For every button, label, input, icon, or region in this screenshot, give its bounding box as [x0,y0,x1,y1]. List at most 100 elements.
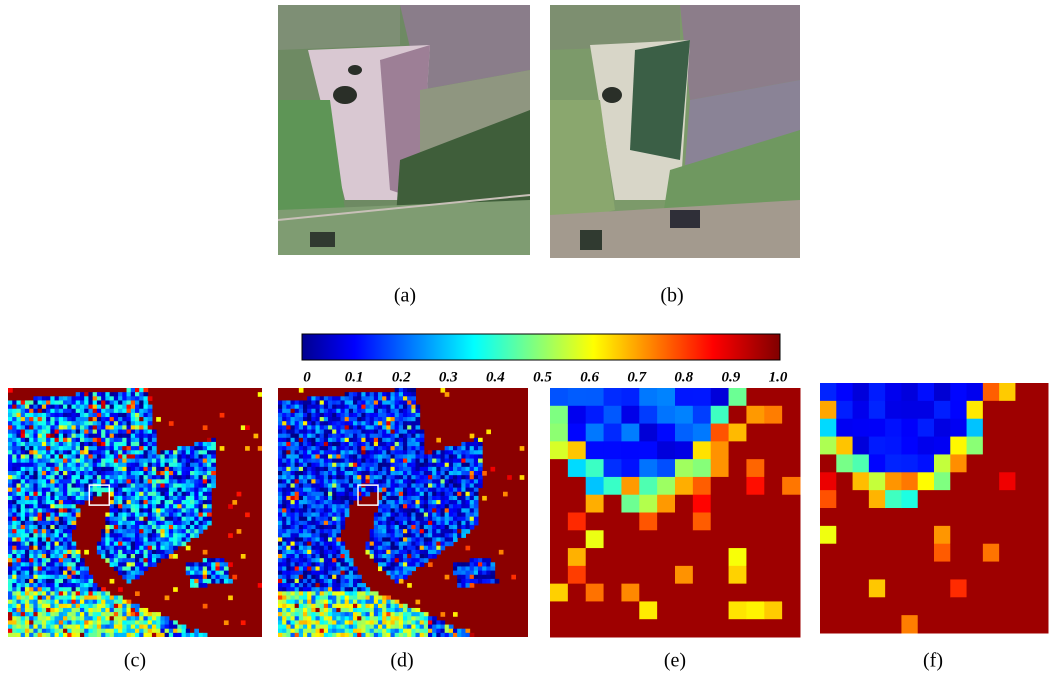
pixel [122,542,127,547]
pixel [127,517,132,522]
pixel [675,584,693,602]
pixel [118,430,123,435]
pixel [33,591,38,596]
pixel [139,409,144,414]
pixel [332,500,337,505]
pixel [80,571,85,576]
pixel [453,571,458,576]
pixel [999,454,1016,472]
pixel [110,475,115,480]
pixel [604,584,622,602]
pixel [131,434,136,439]
pixel [349,454,354,459]
pixel [836,597,853,615]
pixel [46,504,51,509]
pixel [16,446,21,451]
pixel [21,629,26,634]
pixel [370,612,375,617]
pixel [357,625,362,630]
pixel [478,459,483,464]
pixel [114,479,119,484]
pixel [33,463,38,468]
pixel [29,430,34,435]
pixel [93,430,98,435]
pixel [139,554,144,559]
pixel [278,620,283,625]
pixel [353,442,358,447]
pixel [316,454,321,459]
pixel [341,579,346,584]
pixel [416,475,421,480]
pixel [8,417,13,422]
pixel [395,430,400,435]
pixel [357,479,362,484]
pixel [182,517,187,522]
pixel [836,579,853,597]
pixel [203,471,208,476]
pixel [432,508,437,513]
pixel [820,615,837,633]
pixel [391,479,396,484]
pixel [411,479,416,484]
pixel [16,500,21,505]
pixel [8,620,13,625]
pixel [291,413,296,418]
pixel [332,558,337,563]
pixel [88,608,93,613]
pixel [366,488,371,493]
pixel [8,583,13,588]
pixel [303,612,308,617]
pixel [378,554,383,559]
pixel [295,537,300,542]
pixel [110,459,115,464]
pixel [173,554,178,559]
pixel [853,383,870,401]
pixel [12,633,17,638]
pixel [441,467,446,472]
pixel [399,450,404,455]
pixel [286,409,291,414]
pixel [345,558,350,563]
pixel [286,579,291,584]
pixel [382,400,387,405]
pixel [131,421,136,426]
pixel [291,430,296,435]
pixel [378,542,383,547]
pixel [118,625,123,630]
pixel [453,537,458,542]
pixel [1032,437,1049,455]
pixel [190,521,195,526]
pixel [303,537,308,542]
pixel [470,579,475,584]
pixel [746,388,764,406]
pixel [853,597,870,615]
pixel [12,421,17,426]
pixel [152,438,157,443]
pixel [436,479,441,484]
pixel [869,597,886,615]
pixel [869,544,886,562]
pixel [42,396,47,401]
pixel [357,600,362,605]
pixel [286,446,291,451]
pixel [160,542,165,547]
pixel [399,417,404,422]
pixel [311,405,316,410]
pixel [84,417,89,422]
pixel [190,483,195,488]
pixel [711,566,729,584]
pixel [291,629,296,634]
pixel [311,500,316,505]
pixel [950,419,967,437]
pixel [76,446,81,451]
pixel [59,400,64,405]
pixel [160,620,165,625]
pixel [391,525,396,530]
pixel [165,625,170,630]
pixel [466,579,471,584]
pixel [135,571,140,576]
pixel [220,558,225,563]
pixel [50,633,55,638]
pixel [84,409,89,414]
pixel [324,633,329,638]
